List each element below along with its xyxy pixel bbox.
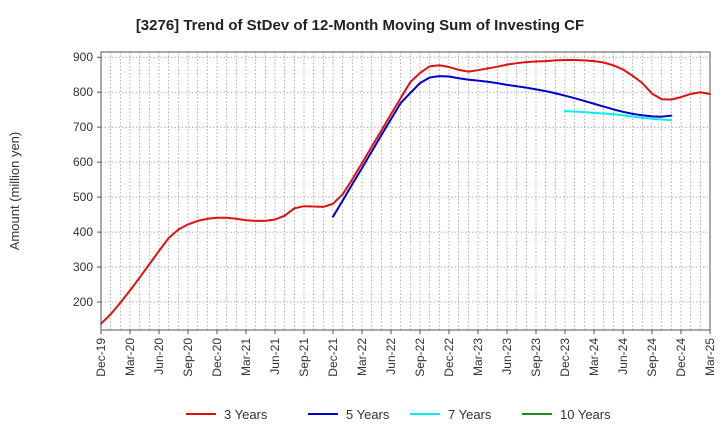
x-tick-label: Sep-24: [645, 338, 659, 377]
x-tick-label: Sep-22: [413, 338, 427, 377]
x-tick-label: Dec-23: [558, 338, 572, 377]
plot-frame: [100, 51, 711, 331]
x-tick-label: Mar-21: [239, 338, 253, 376]
legend-label-7-years: 7 Years: [448, 407, 492, 422]
y-axis-label: Amount (million yen): [7, 132, 22, 251]
x-tick-label: Mar-25: [703, 338, 717, 376]
y-tick-label: 600: [73, 155, 93, 169]
y-axis-ticks: 200 300 400 500 600 700 800 900: [73, 50, 101, 309]
x-axis-ticks: Dec-19 Mar-20 Jun-20 Sep-20 Dec-20 Mar-21 Jun-…: [94, 330, 717, 377]
x-tick-label: Jun-24: [616, 338, 630, 375]
series-line-5-years: [332, 75, 673, 218]
chart-title: [3276] Trend of StDev of 12-Month Moving…: [136, 17, 584, 34]
y-tick-label: 900: [73, 50, 93, 64]
x-tick-label: Sep-21: [297, 338, 311, 377]
x-tick-label: Dec-19: [94, 338, 108, 377]
y-tick-label: 500: [73, 190, 93, 204]
x-tick-label: Jun-23: [500, 338, 514, 375]
x-tick-label: Jun-22: [384, 338, 398, 375]
x-tick-label: Mar-20: [123, 338, 137, 376]
x-tick-label: Dec-20: [210, 338, 224, 377]
x-tick-label: Dec-24: [674, 338, 688, 377]
legend-label-10-years: 10 Years: [560, 407, 611, 422]
y-tick-label: 200: [73, 295, 93, 309]
y-tick-label: 800: [73, 85, 93, 99]
grid: [101, 52, 710, 330]
series-line-7-years: [564, 110, 673, 122]
x-tick-label: Sep-20: [181, 338, 195, 377]
legend: 3 Years 5 Years 7 Years 10 Years: [186, 407, 611, 422]
legend-label-3-years: 3 Years: [224, 407, 268, 422]
legend-label-5-years: 5 Years: [346, 407, 390, 422]
series-layer: [100, 59, 711, 325]
x-tick-label: Jun-21: [268, 338, 282, 375]
x-tick-label: Mar-24: [587, 338, 601, 376]
x-tick-label: Mar-23: [471, 338, 485, 376]
series-line-3-years: [100, 59, 711, 325]
x-tick-label: Dec-21: [326, 338, 340, 377]
x-tick-label: Sep-23: [529, 338, 543, 377]
y-tick-label: 300: [73, 260, 93, 274]
x-tick-label: Jun-20: [152, 338, 166, 375]
x-tick-label: Dec-22: [442, 338, 456, 377]
y-tick-label: 400: [73, 225, 93, 239]
x-tick-label: Mar-22: [355, 338, 369, 376]
y-tick-label: 700: [73, 120, 93, 134]
